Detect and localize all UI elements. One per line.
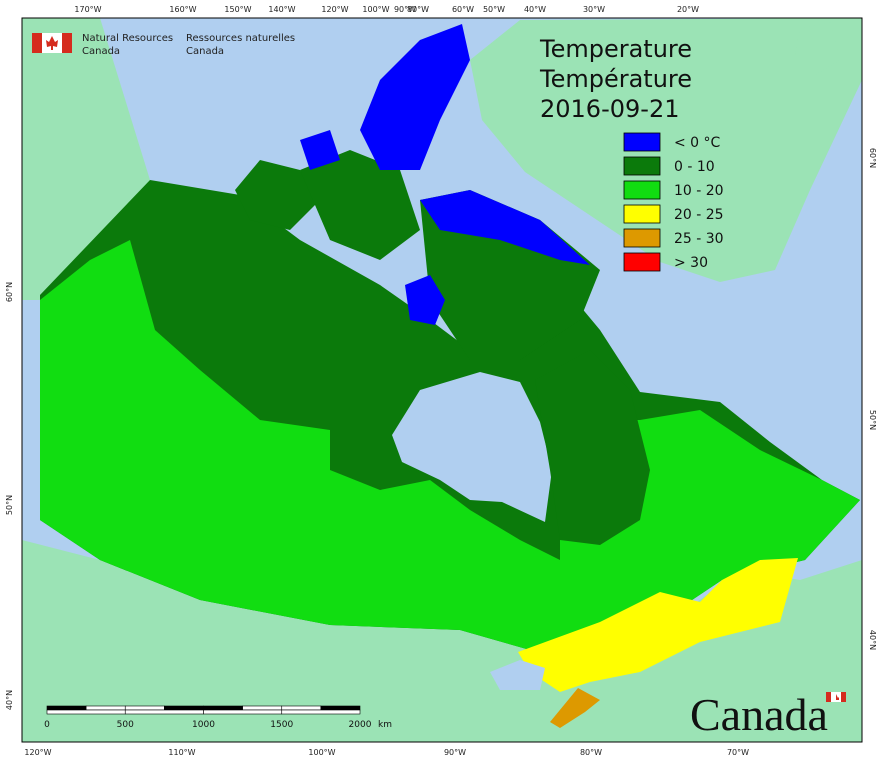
scale-segment xyxy=(46,705,87,711)
scale-segment xyxy=(281,709,361,715)
arctic-island-2 xyxy=(300,150,420,260)
great-lakes xyxy=(490,660,545,690)
arctic-island-1 xyxy=(235,160,320,230)
header-text: Natural Resources xyxy=(82,33,173,44)
arctic-cold-3 xyxy=(405,275,445,325)
header-text: Canada xyxy=(82,46,120,57)
flag-bar xyxy=(841,692,846,702)
legend-swatch xyxy=(623,180,661,200)
header-text: Ressources naturelles xyxy=(186,33,295,44)
graticule-label: 160°W xyxy=(169,5,196,14)
title-en: Temperature xyxy=(539,35,692,63)
arctic-cold-1 xyxy=(360,24,470,170)
scale-segment xyxy=(203,705,243,711)
graticule-label: 40°N xyxy=(868,630,877,650)
graticule-label: 40°W xyxy=(524,5,546,14)
map-area xyxy=(22,18,862,742)
legend-label: 0 - 10 xyxy=(674,159,715,175)
graticule-label: 80°W xyxy=(580,748,602,757)
canada-mild-zone xyxy=(40,240,860,650)
header-text: Canada xyxy=(186,46,224,57)
graticule-label: 30°W xyxy=(583,5,605,14)
legend-swatch xyxy=(623,252,661,272)
legend-label: > 30 xyxy=(674,255,708,271)
legend-swatch xyxy=(623,228,661,248)
flag-bar xyxy=(826,692,831,702)
graticule-label: 90°W xyxy=(394,5,416,14)
hudson-bay xyxy=(392,372,552,522)
scale-label: 1000 xyxy=(192,720,215,730)
graticule-label: 100°W xyxy=(362,5,389,14)
map-date: 2016-09-21 xyxy=(540,95,679,123)
scale-segment xyxy=(242,705,283,711)
legend-label: 10 - 20 xyxy=(674,183,724,199)
graticule-label: 120°W xyxy=(24,748,51,757)
maple-leaf xyxy=(46,36,58,50)
scale-bar: 0 500 1000 1500 2000 km xyxy=(44,705,392,730)
graticule-label: 170°W xyxy=(74,5,101,14)
graticule-label: 150°W xyxy=(224,5,251,14)
labrador-cold xyxy=(535,350,650,545)
graticule-label: 140°W xyxy=(268,5,295,14)
graticule-label: 60°N xyxy=(5,282,14,302)
legend-label: 25 - 30 xyxy=(674,231,724,247)
graticule-label: 70°W xyxy=(727,748,749,757)
graticule-label: 100°W xyxy=(308,748,335,757)
graticule-labels: 170°W 160°W 150°W 140°W 120°W 100°W 90°W80°W 60… xyxy=(5,5,877,757)
flag-bar xyxy=(62,33,72,53)
scale-segment xyxy=(281,705,322,711)
scale-segment xyxy=(164,705,204,711)
south-warm-zone xyxy=(518,558,798,692)
scale-label: 1500 xyxy=(270,720,293,730)
legend-label: 20 - 25 xyxy=(674,207,724,223)
scale-segment xyxy=(203,709,283,715)
nrcan-signature: Natural Resources Canada Ressources natu… xyxy=(32,33,295,57)
graticule-label: 90°W xyxy=(444,748,466,757)
graticule-label: 50°N xyxy=(868,410,877,430)
legend-swatch xyxy=(623,156,661,176)
alaska xyxy=(22,18,150,300)
wordmark-text: Canada xyxy=(690,689,828,740)
graticule-label: 50°W xyxy=(483,5,505,14)
graticule-label: 60°N xyxy=(868,148,877,168)
scale-label: 2000 xyxy=(349,720,372,730)
graticule-label: 40°N xyxy=(5,690,14,710)
graticule-label: 110°W xyxy=(168,748,195,757)
arctic-cold-4 xyxy=(300,130,340,170)
legend-swatch xyxy=(623,132,661,152)
graticule-label: 80°W xyxy=(407,5,429,14)
scale-segment xyxy=(320,705,361,711)
scale-label: 500 xyxy=(117,720,134,730)
scale-segment xyxy=(124,705,165,711)
graticule-label: 120°W xyxy=(321,5,348,14)
scale-unit: km xyxy=(378,720,392,730)
graticule-label: 50°N xyxy=(5,495,14,515)
arctic-cold-2 xyxy=(420,190,590,265)
canada-wordmark: Canada xyxy=(690,689,846,740)
iceland-land xyxy=(795,22,840,75)
legend: < 0 °C 0 - 10 10 - 20 20 - 25 25 - 30 > 30 xyxy=(623,132,724,272)
graticule-label: 60°W xyxy=(452,5,474,14)
usa xyxy=(22,540,862,742)
maple-leaf xyxy=(836,694,839,700)
graticule-label: 20°W xyxy=(677,5,699,14)
legend-swatch xyxy=(623,204,661,224)
south-hot-zone xyxy=(550,688,600,728)
greenland xyxy=(470,18,862,282)
scale-segment xyxy=(46,709,126,715)
legend-label: < 0 °C xyxy=(674,135,721,151)
flag-bar xyxy=(32,33,42,53)
title-fr: Température xyxy=(539,65,692,93)
scale-segment xyxy=(124,709,204,715)
scale-label: 0 xyxy=(44,720,50,730)
map-frame xyxy=(21,17,863,743)
scale-segment xyxy=(85,705,126,711)
